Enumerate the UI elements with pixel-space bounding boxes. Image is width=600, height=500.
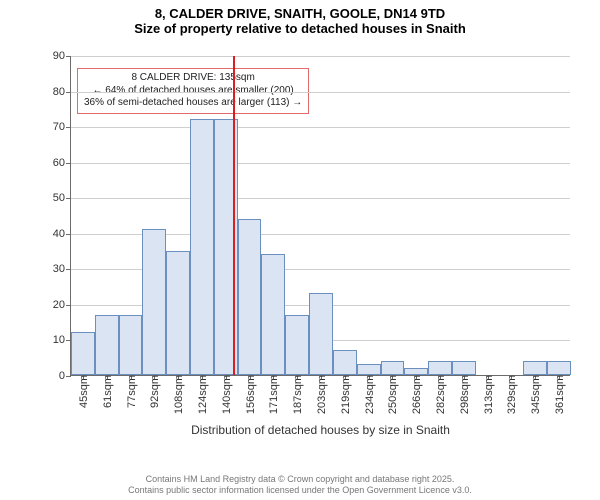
plot-area: 8 CALDER DRIVE: 135sqm← 64% of detached …: [70, 56, 570, 376]
bar: [452, 361, 476, 375]
x-tick-label: 234sqm: [362, 375, 376, 414]
y-tick-label: 20: [53, 299, 71, 311]
annotation-line: 8 CALDER DRIVE: 135sqm: [84, 72, 302, 85]
bar: [261, 254, 285, 375]
x-tick-label: 282sqm: [433, 375, 447, 414]
footer: Contains HM Land Registry data © Crown c…: [0, 474, 600, 497]
bar: [333, 350, 357, 375]
y-tick-label: 0: [59, 370, 71, 382]
annotation-line: 36% of semi-detached houses are larger (…: [84, 97, 302, 110]
page-title-line2: Size of property relative to detached ho…: [0, 21, 600, 36]
bar: [166, 251, 190, 375]
bar: [547, 361, 571, 375]
bar: [309, 293, 333, 375]
x-tick-label: 250sqm: [385, 375, 399, 414]
bar: [95, 315, 119, 375]
y-tick-label: 50: [53, 192, 71, 204]
y-tick-label: 70: [53, 121, 71, 133]
x-tick-label: 298sqm: [457, 375, 471, 414]
gridline: [71, 163, 570, 164]
x-tick-label: 61sqm: [100, 375, 114, 408]
y-tick-label: 60: [53, 157, 71, 169]
x-tick-label: 187sqm: [290, 375, 304, 414]
x-tick-label: 329sqm: [504, 375, 518, 414]
bar: [142, 229, 166, 375]
x-tick-label: 345sqm: [528, 375, 542, 414]
x-tick-label: 45sqm: [76, 375, 90, 408]
x-tick-label: 171sqm: [266, 375, 280, 414]
y-tick-label: 90: [53, 50, 71, 62]
x-tick-label: 156sqm: [243, 375, 257, 414]
footer-line1: Contains HM Land Registry data © Crown c…: [0, 474, 600, 485]
x-axis-label: Distribution of detached houses by size …: [71, 423, 570, 437]
y-tick-label: 40: [53, 228, 71, 240]
footer-line2: Contains public sector information licen…: [0, 485, 600, 496]
page-title-line1: 8, CALDER DRIVE, SNAITH, GOOLE, DN14 9TD: [0, 6, 600, 21]
x-tick-label: 361sqm: [552, 375, 566, 414]
x-tick-label: 108sqm: [171, 375, 185, 414]
x-tick-label: 124sqm: [195, 375, 209, 414]
bar: [404, 368, 428, 375]
gridline: [71, 56, 570, 57]
gridline: [71, 92, 570, 93]
gridline: [71, 127, 570, 128]
gridline: [71, 198, 570, 199]
bar: [71, 332, 95, 375]
x-tick-label: 140sqm: [219, 375, 233, 414]
bar: [523, 361, 547, 375]
y-tick-label: 10: [53, 334, 71, 346]
x-tick-label: 92sqm: [147, 375, 161, 408]
chart-container: Number of detached properties 8 CALDER D…: [40, 48, 580, 428]
marker-line: [233, 56, 235, 375]
y-tick-label: 80: [53, 86, 71, 98]
bar: [428, 361, 452, 375]
bar: [381, 361, 405, 375]
bar: [238, 219, 262, 375]
x-tick-label: 77sqm: [124, 375, 138, 408]
x-tick-label: 219sqm: [338, 375, 352, 414]
y-tick-label: 30: [53, 263, 71, 275]
bar: [357, 364, 381, 375]
x-tick-label: 266sqm: [409, 375, 423, 414]
bar: [285, 315, 309, 375]
bar: [190, 119, 214, 375]
x-tick-label: 203sqm: [314, 375, 328, 414]
x-tick-label: 313sqm: [481, 375, 495, 414]
bar: [119, 315, 143, 375]
